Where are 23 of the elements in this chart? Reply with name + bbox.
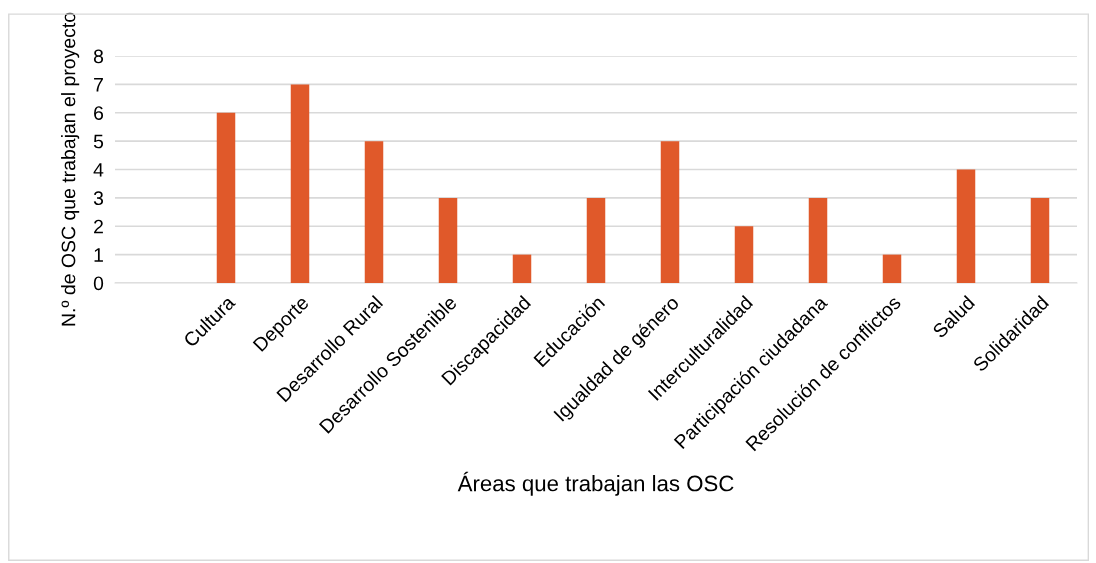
- bar: [290, 84, 310, 283]
- bar: [808, 197, 828, 283]
- y-tick-label: 5: [93, 134, 104, 149]
- bar: [956, 169, 976, 283]
- bar: [512, 254, 532, 283]
- x-axis-title: Áreas que trabajan las OSC: [457, 471, 734, 496]
- y-tick-label: 8: [93, 49, 104, 64]
- bar: [734, 226, 754, 283]
- y-tick-label: 1: [94, 248, 103, 262]
- bar: [438, 197, 458, 283]
- bar: [364, 141, 384, 283]
- y-axis-title: N.º de OSC que trabajan el proyecto: [61, 12, 80, 326]
- y-tick-label: 0: [93, 276, 104, 291]
- y-tick-label: 7: [94, 78, 103, 92]
- bar: [1030, 197, 1050, 283]
- bar: [586, 197, 606, 283]
- bar: [216, 112, 236, 283]
- y-tick-label: 6: [94, 106, 104, 120]
- bar: [660, 141, 680, 283]
- y-tick-label: 3: [93, 191, 104, 206]
- y-tick-label: 2: [94, 219, 103, 234]
- bar: [882, 254, 902, 283]
- y-tick-label: 4: [93, 163, 104, 177]
